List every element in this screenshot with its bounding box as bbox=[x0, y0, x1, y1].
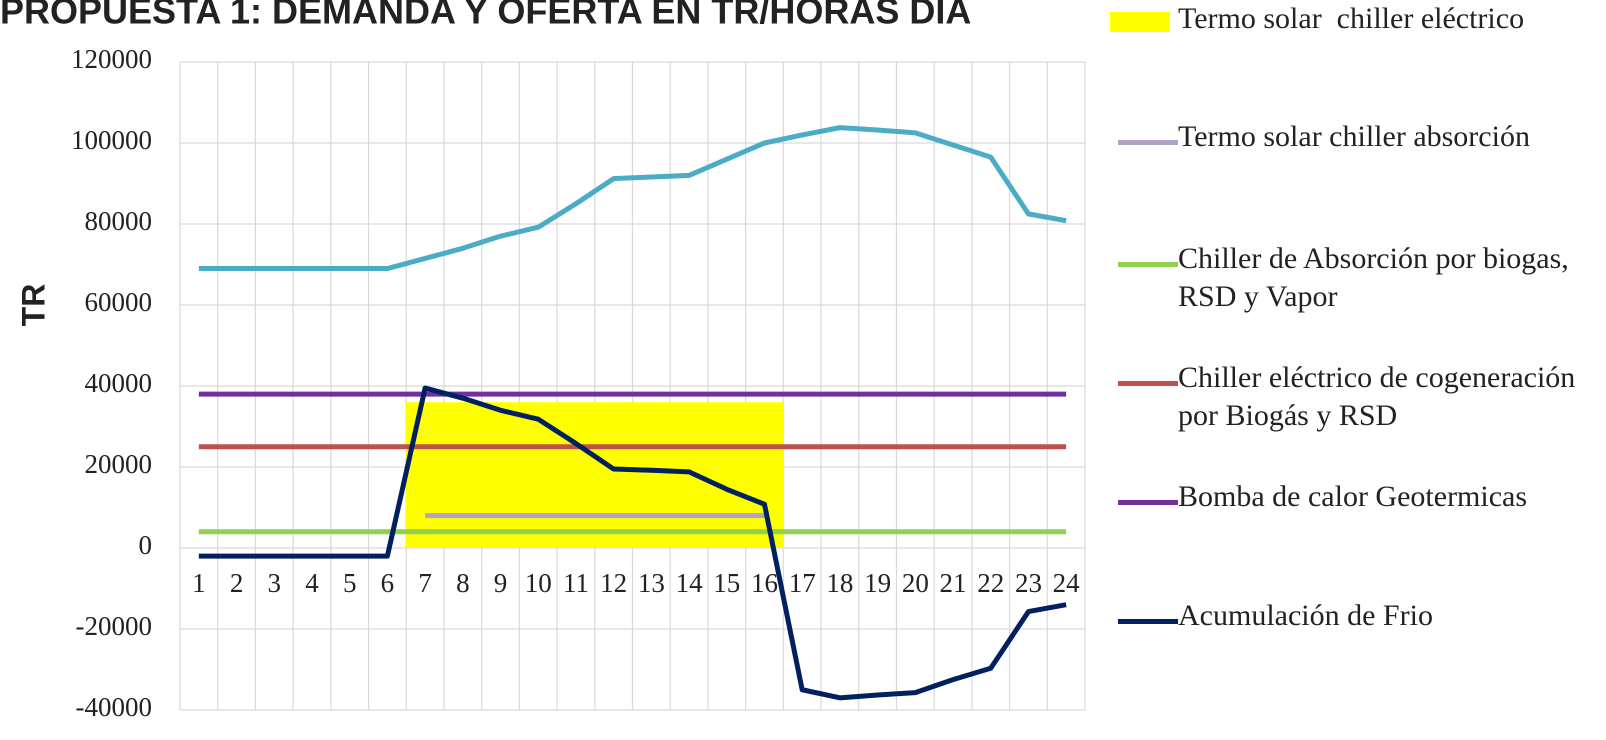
x-tick-label: 17 bbox=[789, 568, 816, 598]
x-tick-label: 8 bbox=[456, 568, 470, 598]
bar bbox=[518, 402, 558, 548]
bar bbox=[745, 402, 784, 548]
x-tick-label: 16 bbox=[751, 568, 778, 598]
bar bbox=[594, 402, 633, 548]
legend-swatch bbox=[1118, 500, 1178, 505]
x-tick-label: 12 bbox=[600, 568, 627, 598]
x-tick-label: 6 bbox=[381, 568, 395, 598]
legend-swatch bbox=[1118, 381, 1178, 386]
legend-label: Chiller de Absorción por biogas, RSD y V… bbox=[1178, 242, 1577, 313]
line bbox=[198, 385, 1067, 701]
legend-swatch bbox=[1118, 619, 1178, 624]
y-axis-label: TR bbox=[15, 284, 51, 327]
legend-swatch bbox=[1110, 12, 1170, 32]
y-tick-label: 100000 bbox=[71, 125, 152, 155]
x-tick-label: 5 bbox=[343, 568, 357, 598]
bar bbox=[707, 402, 747, 548]
legend-label: Chiller eléctrico de cogeneración por Bi… bbox=[1178, 361, 1583, 432]
x-tick-label: 18 bbox=[826, 568, 853, 598]
line bbox=[198, 125, 1067, 272]
x-tick-label: 19 bbox=[864, 568, 891, 598]
x-tick-label: 4 bbox=[305, 568, 319, 598]
x-tick-label: 2 bbox=[230, 568, 244, 598]
y-tick-label: 20000 bbox=[85, 449, 153, 479]
x-tick-label: 9 bbox=[494, 568, 508, 598]
bar bbox=[556, 402, 596, 548]
x-tick-label: 14 bbox=[676, 568, 704, 598]
legend-label: Termo solar chiller eléctrico bbox=[1178, 2, 1525, 35]
legend-swatch bbox=[1118, 262, 1178, 267]
legend-label: Termo solar chiller absorción bbox=[1178, 120, 1530, 153]
y-tick-label: 0 bbox=[139, 530, 153, 560]
y-tick-label: 80000 bbox=[85, 206, 153, 236]
x-tick-label: 15 bbox=[713, 568, 740, 598]
grid bbox=[179, 61, 1086, 711]
x-tick-label: 23 bbox=[1015, 568, 1042, 598]
x-tick-label: 3 bbox=[268, 568, 282, 598]
x-tick-label: 11 bbox=[563, 568, 589, 598]
legend-label: Acumulación de Frio bbox=[1178, 599, 1433, 632]
chart-title: PROPUESTA 1: DEMANDA Y OFERTA EN TR/HORA… bbox=[0, 0, 971, 32]
y-tick-label: 120000 bbox=[71, 44, 152, 74]
bar bbox=[481, 402, 520, 548]
y-tick-label: -40000 bbox=[76, 692, 153, 722]
x-tick-label: 7 bbox=[418, 568, 432, 598]
y-tick-label: 40000 bbox=[85, 368, 153, 398]
x-tick-label: 13 bbox=[638, 568, 665, 598]
x-tick-label: 10 bbox=[525, 568, 552, 598]
x-tick-label: 1 bbox=[192, 568, 206, 598]
bar bbox=[443, 402, 483, 548]
legend-label: Bomba de calor Geotermicas bbox=[1178, 480, 1528, 513]
bar bbox=[632, 402, 671, 548]
x-tick-label: 21 bbox=[940, 568, 967, 598]
legend-swatch bbox=[1118, 140, 1178, 145]
y-tick-label: 60000 bbox=[85, 287, 153, 317]
bar bbox=[405, 402, 445, 548]
x-tick-label: 22 bbox=[977, 568, 1004, 598]
x-tick-label: 20 bbox=[902, 568, 929, 598]
y-tick-label: -20000 bbox=[76, 611, 153, 641]
x-tick-label: 24 bbox=[1053, 568, 1081, 598]
bar bbox=[669, 402, 709, 548]
legend: Termo solar chiller eléctrico Termo solar… bbox=[1110, 0, 1606, 740]
